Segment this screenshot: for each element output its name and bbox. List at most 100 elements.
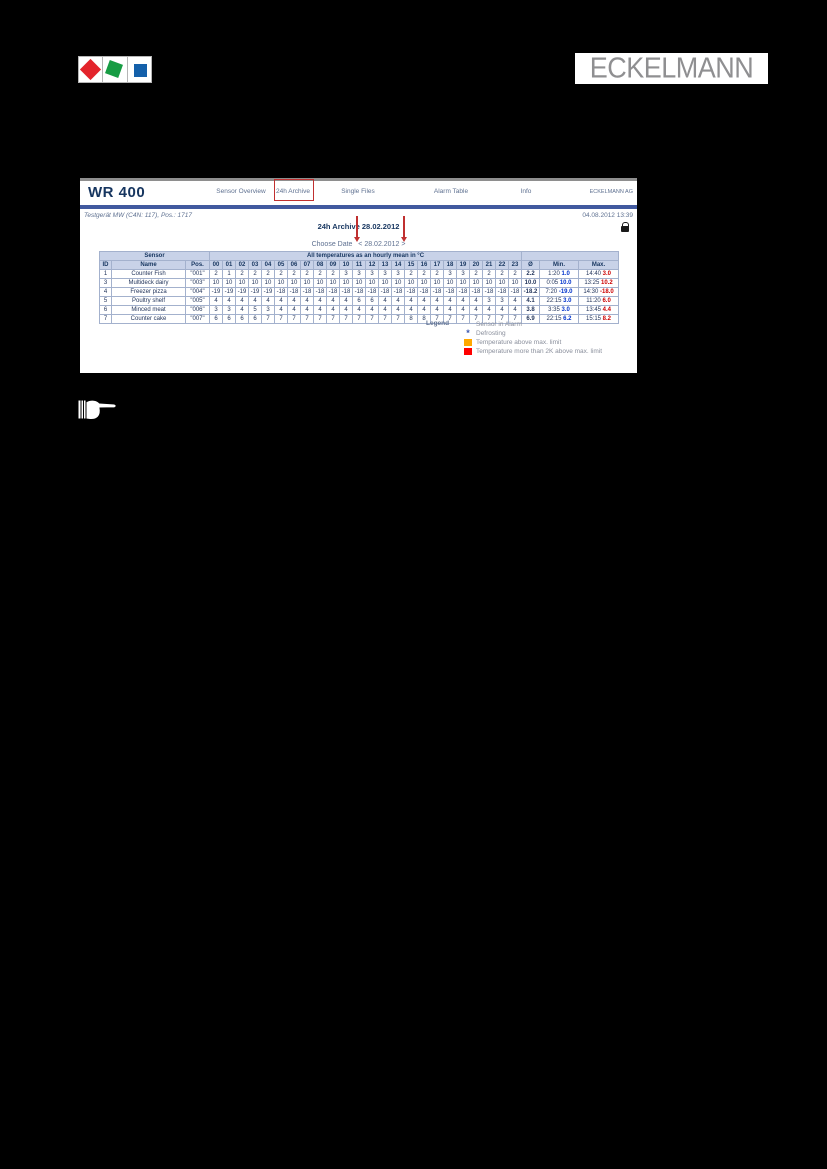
hour-cell: 4	[235, 296, 249, 306]
nav-alarm-table[interactable]: Alarm Table	[433, 188, 469, 195]
hour-cell: 4	[274, 305, 288, 315]
hour-cell: 3	[222, 305, 236, 315]
red-swatch-icon	[464, 348, 472, 355]
hour-cell: 2	[326, 269, 340, 279]
column-header: 11	[352, 260, 366, 270]
table-row: 7 Counter cake "007" 6 6 6 6 7 7 7 7 7 7 7 7 7 7 7 8 8 7 7 7 7 7…	[99, 314, 619, 324]
hour-cell: 1	[222, 269, 236, 279]
hour-cell: 7	[326, 314, 340, 324]
cell-avg: 10.0	[521, 278, 540, 288]
hour-cell: 10	[248, 278, 262, 288]
column-header: 18	[443, 260, 457, 270]
hour-cell: 4	[495, 305, 509, 315]
column-header: 14	[391, 260, 405, 270]
hour-cell: 3	[352, 269, 366, 279]
column-header: 13	[378, 260, 392, 270]
hour-cell: 2	[430, 269, 444, 279]
hour-cell: 2	[235, 269, 249, 279]
cell-name: Multideck dairy	[111, 278, 186, 288]
hour-cell: 4	[248, 296, 262, 306]
hour-cell: 10	[339, 278, 353, 288]
column-header: 07	[300, 260, 314, 270]
hour-cell: 10	[261, 278, 275, 288]
hour-cell: 10	[443, 278, 457, 288]
hour-cell: -18	[378, 287, 392, 297]
column-header: 09	[326, 260, 340, 270]
cell-name: Counter Fish	[111, 269, 186, 279]
hour-cell: 4	[209, 296, 223, 306]
hour-cell: -19	[235, 287, 249, 297]
hour-cell: 4	[508, 296, 522, 306]
hour-cell: 3	[391, 269, 405, 279]
hour-cell: 10	[352, 278, 366, 288]
hour-cell: 4	[287, 305, 301, 315]
hour-cell: 6	[235, 314, 249, 324]
cell-pos: "007"	[185, 314, 210, 324]
hour-cell: 3	[482, 296, 496, 306]
legend-title: Legend	[426, 320, 450, 327]
hour-cell: -18	[508, 287, 522, 297]
datetime-label: 04.08.2012 13:39	[582, 212, 633, 219]
hour-cell: 4	[482, 305, 496, 315]
hour-cell: -18	[365, 287, 379, 297]
table-row: 1 Counter Fish "001" 2 1 2 2 2 2 2 2 2 2 3 3 3 3 3 2 2 2 3 3 2 2…	[99, 269, 619, 279]
hour-cell: 7	[391, 314, 405, 324]
hour-cell: 2	[248, 269, 262, 279]
hour-cell: 4	[300, 296, 314, 306]
column-header: 08	[313, 260, 327, 270]
column-header: 12	[365, 260, 379, 270]
hour-cell: -18	[482, 287, 496, 297]
hour-cell: 2	[287, 269, 301, 279]
nav-divider-bar	[80, 205, 637, 209]
legend-item-sensor-alarm: Sensor in Alarm	[464, 320, 602, 329]
legend-label: Temperature above max. limit	[476, 339, 562, 346]
hour-cell: 10	[456, 278, 470, 288]
column-header: Pos.	[185, 260, 210, 270]
hour-cell: 4	[378, 296, 392, 306]
hour-cell: 4	[287, 296, 301, 306]
hour-cell: -18	[326, 287, 340, 297]
legend: Legend Sensor in Alarm * Defrosting Temp…	[426, 320, 602, 356]
legend-label: Sensor in Alarm	[476, 321, 522, 328]
hour-cell: 3	[261, 305, 275, 315]
hour-cell: 2	[313, 269, 327, 279]
hour-cell: 4	[469, 305, 483, 315]
logo-blue-square-icon	[128, 57, 151, 82]
choose-date-value: 28.02.2012	[364, 241, 400, 248]
nav-24h-archive[interactable]: 24h Archive	[276, 188, 310, 195]
archive-page-title: 24h Archive 28.02.2012	[317, 222, 400, 231]
hour-cell: 4	[391, 305, 405, 315]
lock-icon[interactable]	[621, 222, 629, 232]
nav-single-files[interactable]: Single Files	[341, 188, 375, 195]
column-header: ID	[99, 260, 112, 270]
cell-min: 22:15 3.0	[539, 296, 579, 306]
cell-name: Minced meat	[111, 305, 186, 315]
hour-cell: 3	[456, 269, 470, 279]
column-header: 20	[469, 260, 483, 270]
cell-avg: 3.8	[521, 305, 540, 315]
legend-item-defrosting: * Defrosting	[464, 329, 602, 338]
cell-max: 13:45 4.4	[578, 305, 619, 315]
table-row: 3 Multideck dairy "003" 10 10 10 10 10 10 10 10 10 1…	[99, 278, 619, 288]
cell-id: 1	[99, 269, 112, 279]
hour-cell: 7	[339, 314, 353, 324]
legend-label: Temperature more than 2K above max. limi…	[476, 348, 603, 355]
hour-cell: 3	[378, 269, 392, 279]
column-header: 06	[287, 260, 301, 270]
hour-cell: 6	[365, 296, 379, 306]
hour-cell: -18	[404, 287, 418, 297]
hour-cell: 10	[326, 278, 340, 288]
cell-min: 7:20 -19.0	[539, 287, 579, 297]
nav-info[interactable]: Info	[520, 188, 532, 195]
hour-cell: 10	[365, 278, 379, 288]
nav-sensor-overview[interactable]: Sensor Overview	[216, 188, 266, 195]
hour-cell: 4	[443, 305, 457, 315]
hour-cell: 4	[430, 305, 444, 315]
hour-cell: 2	[482, 269, 496, 279]
cell-id: 7	[99, 314, 112, 324]
next-day-button[interactable]: >	[401, 241, 406, 248]
hour-cell: -18	[352, 287, 366, 297]
prev-day-button[interactable]: <	[358, 241, 363, 248]
top-gray-bar	[80, 178, 637, 181]
hour-cell: 2	[261, 269, 275, 279]
